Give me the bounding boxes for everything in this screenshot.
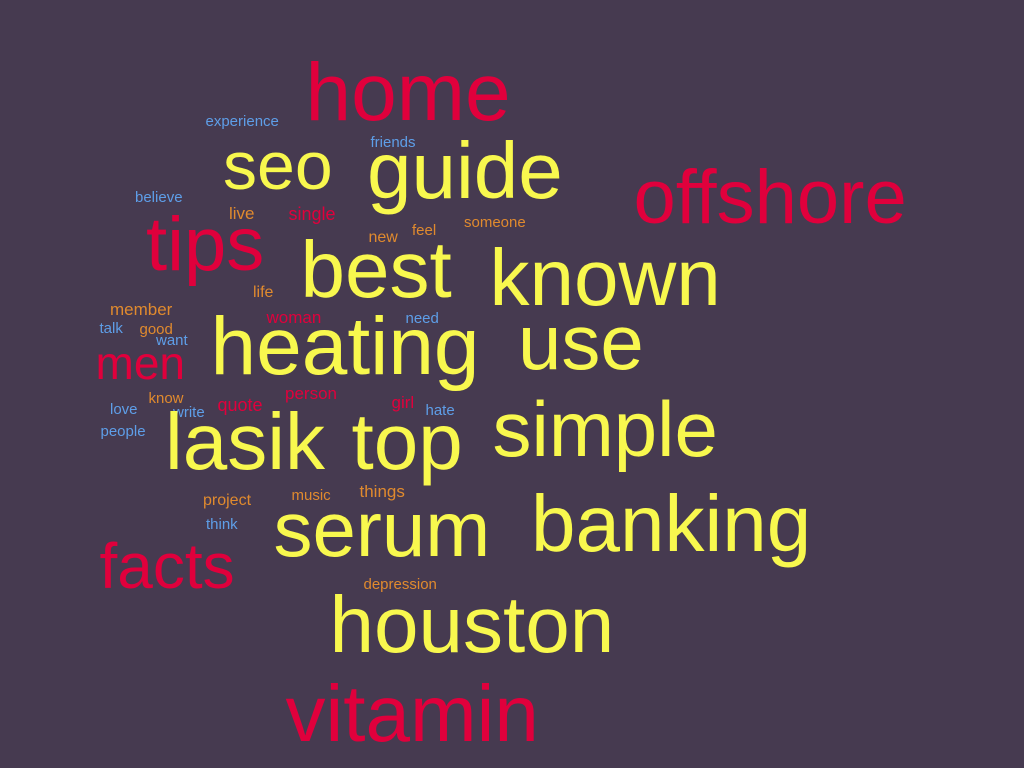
word-offshore: offshore [633,154,907,240]
word-known: known [489,233,721,322]
word-tips: tips [146,201,265,287]
word-banking: banking [531,479,812,568]
word-think: think [206,515,238,533]
word-heating: heating [210,301,480,393]
word-life: life [253,283,274,301]
word-music: music [291,486,331,504]
word-live: live [229,203,255,223]
word-people: people [100,422,146,440]
word-member: member [110,299,173,319]
word-use: use [518,297,644,386]
word-know: know [148,389,184,407]
word-simple: simple [492,384,718,473]
word-vitamin: vitamin [285,669,539,758]
word-hate: hate [425,401,455,419]
word-someone: someone [464,213,526,231]
word-girl: girl [391,392,415,412]
word-love: love [110,400,138,418]
word-houston: houston [329,580,615,669]
word-good: good [139,320,173,338]
word-seo: seo [223,127,333,204]
word-want: want [156,331,188,349]
word-woman: woman [266,307,322,327]
word-feel: feel [412,221,437,239]
word-write: write [173,403,205,421]
word-project: project [203,491,252,509]
word-talk: talk [99,319,123,337]
word-home: home [305,47,511,139]
word-depression: depression [363,575,437,593]
word-lasik: lasik [165,397,326,486]
word-experience: experience [205,112,279,130]
word-things: things [359,481,405,501]
word-need: need [405,309,439,327]
word-best: best [300,225,452,314]
word-single: single [288,203,336,224]
word-guide: guide [367,126,563,215]
word-facts: facts [99,530,235,603]
word-person: person [285,383,337,403]
word-men: men [95,336,185,389]
word-believe: believe [135,188,183,206]
word-new: new [368,228,398,246]
word-serum: serum [273,484,491,573]
word-friends: friends [370,133,416,151]
word-quote: quote [217,394,263,415]
word-top: top [351,397,463,486]
